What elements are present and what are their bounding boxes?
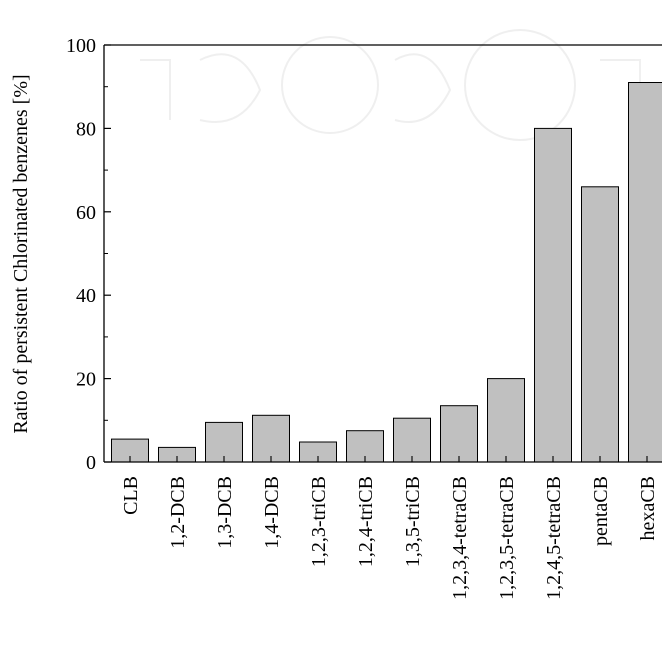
- x-tick-label-0: CLB: [120, 476, 142, 515]
- x-tick-label-8: 1,2,3,5-tetraCB: [496, 476, 518, 600]
- bar-7: [440, 405, 478, 463]
- bar-3: [252, 414, 290, 463]
- x-tick-label-1: 1,2-DCB: [167, 476, 189, 549]
- bar-11: [628, 82, 662, 463]
- x-tick-label-5: 1,2,4-triCB: [355, 476, 377, 567]
- y-tick-label-1: 20: [76, 369, 96, 391]
- y-tick-label-0: 0: [86, 452, 96, 474]
- x-tick-label-6: 1,3,5-triCB: [402, 476, 424, 567]
- bar-6: [393, 417, 431, 463]
- y-axis-title: Ratio of persistent Chlorinated benzenes…: [10, 74, 32, 433]
- y-tick-label-3: 60: [76, 202, 96, 224]
- x-tick-label-2: 1,3-DCB: [214, 476, 236, 549]
- x-tick-label-7: 1,2,3,4-tetraCB: [449, 476, 471, 600]
- axes: 0 20 40 60 80 100 CLB 1,2-DCB 1,3-DCB 1,4-DCB 1,2,…: [66, 35, 662, 600]
- bar-9: [534, 127, 572, 463]
- bar-10: [581, 186, 619, 463]
- y-tick-label-2: 40: [76, 285, 96, 307]
- x-tick-label-3: 1,4-DCB: [261, 476, 283, 549]
- watermark-logo: [140, 29, 641, 141]
- plot-area: [111, 82, 662, 463]
- x-tick-label-9: 1,2,4,5-tetraCB: [543, 476, 565, 600]
- y-tick-label-4: 80: [76, 118, 96, 140]
- bar-8: [487, 378, 525, 463]
- x-tick-label-11: hexaCB: [637, 476, 659, 540]
- x-tick-label-10: pentaCB: [590, 476, 612, 546]
- y-tick-label-5: 100: [66, 35, 96, 57]
- x-tick-label-4: 1,2,3-triCB: [308, 476, 330, 567]
